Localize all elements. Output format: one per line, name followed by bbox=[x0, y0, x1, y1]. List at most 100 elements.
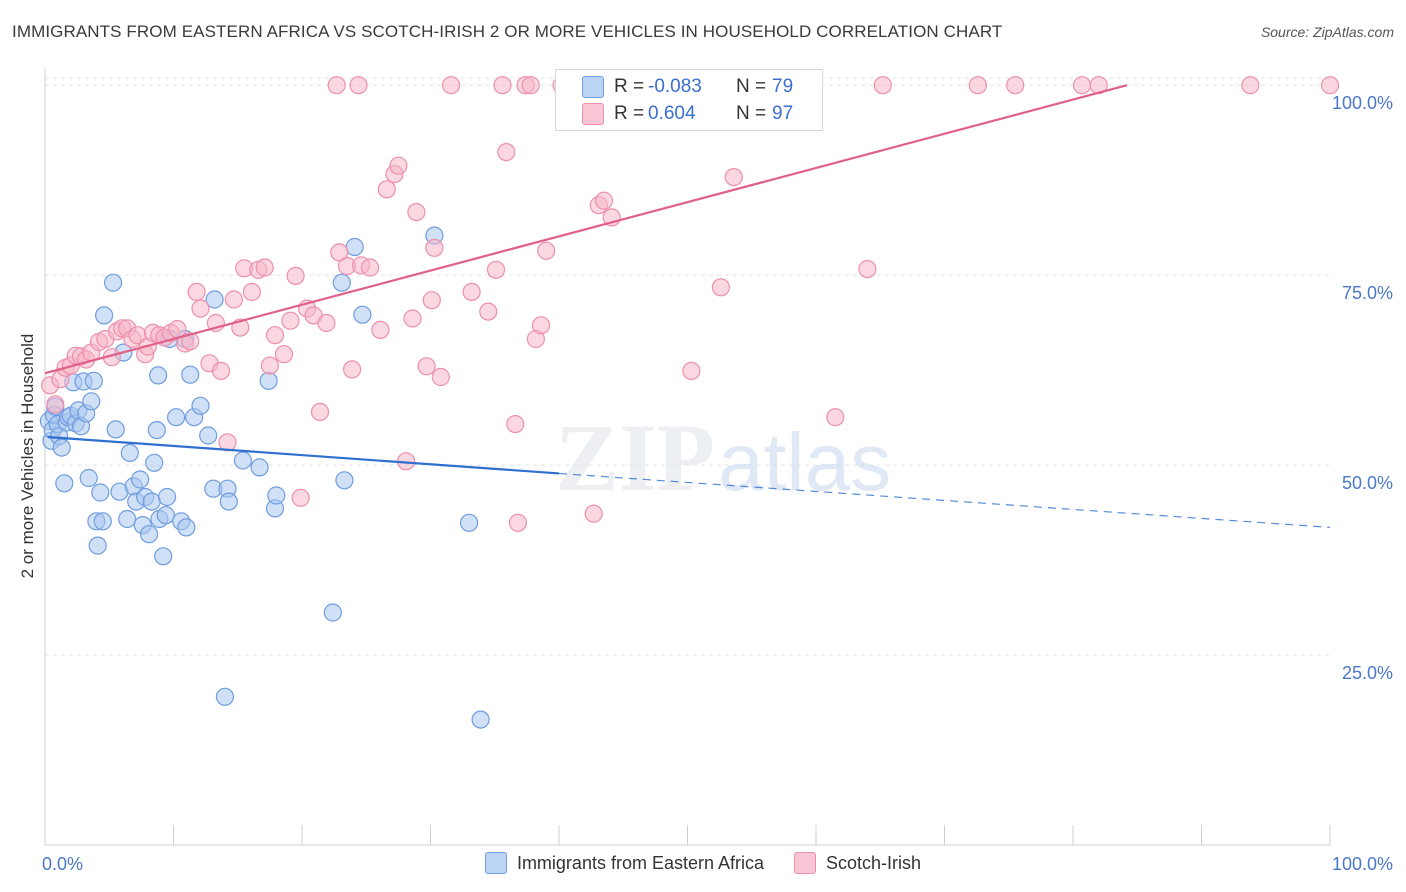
point-eastern-africa bbox=[205, 290, 224, 309]
legend-swatch-blue bbox=[582, 76, 604, 98]
point-eastern-africa bbox=[142, 492, 161, 511]
legend-n-value: 79 bbox=[772, 76, 794, 97]
point-scotch-irish bbox=[479, 302, 498, 321]
point-scotch-irish bbox=[508, 513, 528, 532]
point-scotch-irish bbox=[1241, 76, 1260, 95]
point-eastern-africa bbox=[158, 487, 177, 507]
legend-r-label: R = bbox=[614, 76, 645, 97]
point-eastern-africa bbox=[52, 438, 71, 457]
point-scotch-irish bbox=[403, 309, 422, 328]
point-scotch-irish bbox=[594, 191, 614, 210]
point-eastern-africa bbox=[167, 408, 186, 427]
series-legend: Immigrants from Eastern Africa Scotch-Ir… bbox=[0, 852, 1406, 874]
point-scotch-irish bbox=[260, 356, 279, 375]
point-scotch-irish bbox=[442, 76, 461, 95]
point-scotch-irish bbox=[1072, 76, 1092, 95]
watermark-atlas: atlas bbox=[718, 417, 891, 508]
point-eastern-africa bbox=[345, 237, 364, 257]
point-scotch-irish bbox=[858, 260, 877, 279]
point-eastern-africa bbox=[94, 306, 114, 325]
point-scotch-irish bbox=[1006, 76, 1025, 95]
point-scotch-irish bbox=[187, 282, 206, 301]
legend-row-eastern-africa: R = -0.083 N = 79 bbox=[556, 74, 822, 100]
point-scotch-irish bbox=[724, 168, 743, 187]
point-scotch-irish bbox=[425, 238, 444, 257]
point-eastern-africa bbox=[91, 483, 110, 502]
point-eastern-africa bbox=[181, 365, 200, 384]
point-scotch-irish bbox=[255, 258, 274, 277]
point-scotch-irish bbox=[224, 290, 243, 309]
point-scotch-irish bbox=[218, 433, 237, 452]
x-tick-label: 0.0% bbox=[42, 854, 83, 874]
series-scotch-irish-points bbox=[40, 76, 1340, 532]
point-eastern-africa bbox=[140, 525, 159, 544]
point-eastern-africa bbox=[250, 458, 269, 477]
point-eastern-africa bbox=[149, 366, 168, 385]
x-tick-label: 100.0% bbox=[1332, 854, 1393, 874]
point-scotch-irish bbox=[327, 76, 346, 95]
point-eastern-africa bbox=[154, 547, 173, 566]
point-scotch-irish bbox=[181, 332, 200, 351]
legend-item-eastern-africa[interactable]: Immigrants from Eastern Africa bbox=[484, 852, 764, 874]
y-tick-label: 25.0% bbox=[1342, 663, 1393, 683]
point-scotch-irish bbox=[462, 282, 481, 301]
point-scotch-irish bbox=[191, 299, 210, 318]
legend-label-scotch-irish: Scotch-Irish bbox=[826, 852, 922, 873]
point-eastern-africa bbox=[177, 518, 196, 537]
point-scotch-irish bbox=[497, 143, 516, 162]
correlation-legend: R = -0.083 N = 79 R = 0.604 N = 97 bbox=[555, 69, 823, 131]
point-eastern-africa bbox=[156, 506, 175, 525]
legend-n-value: 97 bbox=[772, 103, 794, 124]
point-eastern-africa bbox=[233, 451, 252, 470]
point-scotch-irish bbox=[968, 76, 988, 95]
legend-n-label: N = bbox=[736, 103, 767, 124]
point-eastern-africa bbox=[103, 273, 123, 292]
y-tick-label: 100.0% bbox=[1332, 93, 1393, 113]
point-scotch-irish bbox=[531, 316, 551, 335]
point-scotch-irish bbox=[46, 395, 65, 414]
point-eastern-africa bbox=[471, 710, 490, 729]
point-scotch-irish bbox=[211, 361, 231, 380]
point-eastern-africa bbox=[84, 371, 103, 390]
point-scotch-irish bbox=[431, 367, 450, 387]
legend-n-label: N = bbox=[736, 76, 767, 97]
point-scotch-irish bbox=[265, 326, 285, 345]
point-eastern-africa bbox=[145, 453, 164, 472]
legend-r-label: R = bbox=[614, 103, 645, 124]
point-eastern-africa bbox=[118, 509, 137, 529]
point-scotch-irish bbox=[521, 76, 540, 95]
point-scotch-irish bbox=[682, 361, 701, 380]
point-scotch-irish bbox=[281, 311, 300, 330]
point-scotch-irish bbox=[493, 76, 512, 95]
point-eastern-africa bbox=[267, 486, 286, 505]
tick-labels: 25.0% 50.0% 75.0% 100.0% 0.0% 100.0% bbox=[42, 93, 1393, 874]
y-tick-label: 50.0% bbox=[1342, 473, 1393, 493]
legend-row-scotch-irish: R = 0.604 N = 97 bbox=[556, 101, 822, 127]
point-scotch-irish bbox=[310, 402, 330, 421]
axes bbox=[44, 68, 1331, 846]
point-scotch-irish bbox=[506, 415, 525, 434]
legend-swatch-pink bbox=[794, 852, 817, 874]
point-eastern-africa bbox=[335, 471, 354, 490]
point-scotch-irish bbox=[361, 258, 380, 277]
point-scotch-irish bbox=[537, 241, 556, 260]
point-scotch-irish bbox=[291, 488, 310, 507]
point-eastern-africa bbox=[55, 474, 74, 493]
point-scotch-irish bbox=[349, 76, 368, 95]
point-scotch-irish bbox=[274, 345, 294, 364]
point-eastern-africa bbox=[323, 603, 342, 622]
point-eastern-africa bbox=[191, 396, 210, 415]
point-scotch-irish bbox=[371, 320, 390, 339]
source-label: Source: ZipAtlas.com bbox=[1260, 24, 1394, 40]
legend-item-scotch-irish[interactable]: Scotch-Irish bbox=[794, 852, 921, 874]
watermark: ZIP atlas bbox=[555, 404, 891, 511]
trend-line-eastern-africa bbox=[47, 435, 560, 475]
point-eastern-africa bbox=[79, 468, 98, 488]
trend-line-scotch-irish bbox=[44, 84, 1128, 375]
point-eastern-africa bbox=[199, 426, 218, 445]
point-eastern-africa bbox=[353, 305, 372, 324]
point-eastern-africa bbox=[460, 513, 479, 532]
point-eastern-africa bbox=[131, 470, 150, 489]
point-eastern-africa bbox=[106, 420, 125, 439]
legend-r-value: 0.604 bbox=[648, 103, 696, 124]
